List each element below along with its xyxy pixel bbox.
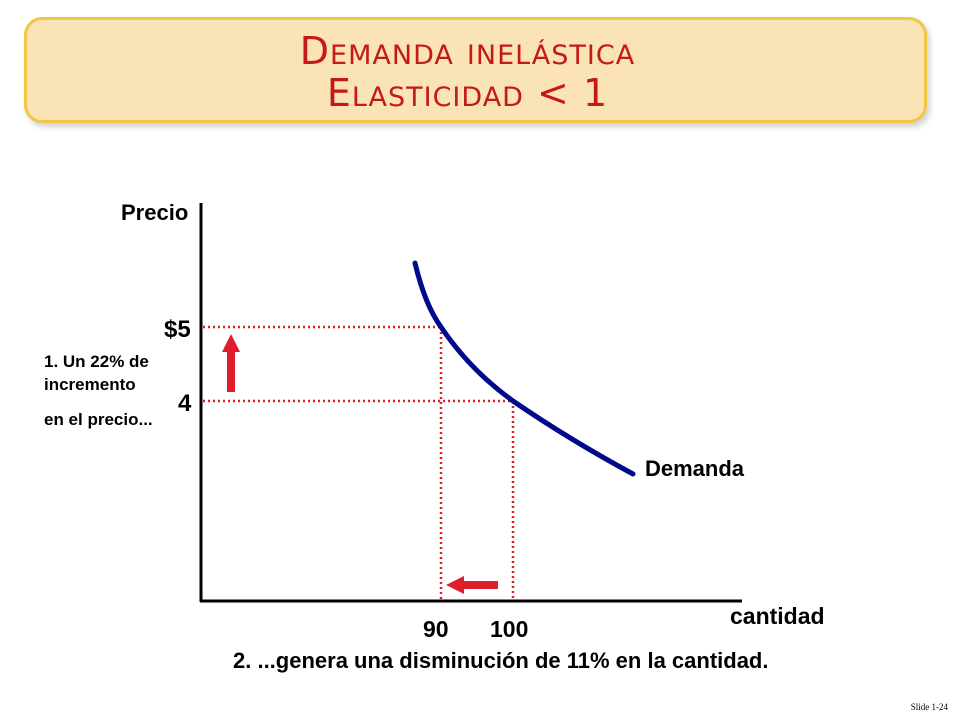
price-annotation-line2: incremento <box>44 375 136 394</box>
quantity-tick-90: 90 <box>423 616 449 642</box>
slide-number: Slide 1-24 <box>910 702 948 712</box>
y-axis-label: Precio <box>121 200 188 225</box>
slide-subtitle: Elasticidad < 1 <box>326 71 609 115</box>
x-axis-label: cantidad <box>730 603 825 629</box>
price-tick-4: 4 <box>178 390 192 417</box>
price-increase-arrow-icon <box>222 334 240 392</box>
price-annotation-line1: 1. Un 22% de <box>44 352 149 371</box>
slide-title-box: Demanda inelástica Elasticidad < 1 <box>24 17 927 123</box>
demand-curve <box>412 260 636 477</box>
quantity-tick-100: 100 <box>490 616 528 642</box>
quantity-decrease-arrow-icon <box>446 576 498 594</box>
quantity-annotation: 2. ...genera una disminución de 11% en l… <box>233 648 769 673</box>
price-annotation-line3: en el precio... <box>44 410 153 429</box>
slide-title: Demanda inelástica <box>299 29 636 73</box>
price-tick-5: $5 <box>164 316 191 343</box>
demand-curve-label: Demanda <box>645 456 745 481</box>
